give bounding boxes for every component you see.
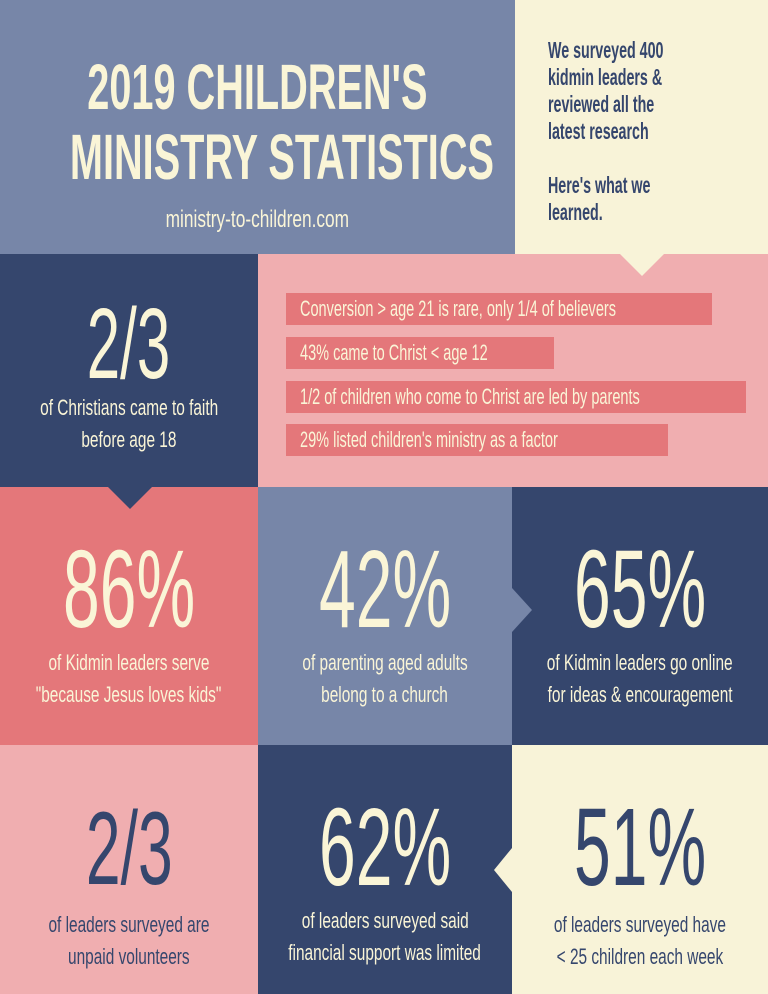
pointer-arrow — [512, 588, 532, 632]
stat-caption: of parenting aged adults — [302, 650, 468, 675]
pointer-arrow — [620, 254, 664, 276]
stat-caption: of leaders surveyed have — [553, 912, 727, 937]
stat-value: 86% — [62, 528, 196, 651]
stat-caption: unpaid volunteers — [68, 944, 190, 969]
fact-item: 29% listed children's ministry as a fact… — [286, 424, 668, 456]
stat-caption: belong to a church — [321, 682, 449, 707]
title-line-1: 2019 CHILDREN'S — [87, 51, 428, 123]
pointer-arrow — [108, 487, 152, 509]
fact-item: Conversion > age 21 is rare, only 1/4 of… — [286, 293, 712, 325]
stat-value: 51% — [573, 786, 707, 909]
stat-panel-62: 62% of leaders surveyed said financial su… — [258, 745, 512, 994]
stat-panel-51: 51% of leaders surveyed have < 25 childre… — [512, 745, 768, 994]
title-panel: 2019 CHILDREN'S MINISTRY STATISTICS mini… — [0, 0, 515, 254]
stat-caption: of Kidmin leaders go online — [547, 650, 733, 675]
fact-item: 1/2 of children who come to Christ are l… — [286, 381, 746, 413]
pointer-arrow — [494, 848, 512, 892]
stat-caption: financial support was limited — [288, 940, 482, 965]
intro-line: reviewed all the — [548, 91, 655, 117]
stat-value: 42% — [318, 528, 452, 651]
stat-caption: for ideas & encouragement — [547, 682, 733, 707]
stat-caption: of Kidmin leaders serve — [48, 650, 210, 675]
intro-panel: We surveyed 400 kidmin leaders & reviewe… — [515, 0, 768, 254]
stat-value: 2/3 — [85, 791, 173, 907]
stat-panel-65: 65% of Kidmin leaders go online for ideas… — [512, 487, 768, 745]
fact-item: 43% came to Christ < age 12 — [286, 337, 554, 369]
stat-caption: of Christians came to faith — [39, 395, 219, 420]
intro-line: latest research — [548, 118, 649, 144]
faith-stat-panel: 2/3 of Christians came to faith before ag… — [0, 254, 258, 487]
website-link[interactable]: ministry-to-children.com — [165, 206, 350, 233]
intro-line: We surveyed 400 — [548, 37, 664, 63]
intro-line: learned. — [548, 199, 603, 225]
stat-value: 2/3 — [87, 288, 171, 400]
intro-line: kidmin leaders & — [548, 64, 663, 90]
intro-line: Here's what we — [548, 172, 651, 198]
stat-caption: "because Jesus loves kids" — [36, 682, 222, 707]
stat-caption: < 25 children each week — [556, 944, 724, 969]
stat-panel-86: 86% of Kidmin leaders serve "because Jesu… — [0, 487, 258, 745]
stat-value: 62% — [318, 786, 452, 909]
stat-value: 65% — [573, 528, 707, 651]
stat-panel-volunteers: 2/3 of leaders surveyed are unpaid volunt… — [0, 745, 258, 994]
stat-caption: of leaders surveyed are — [48, 912, 210, 937]
title-line-2: MINISTRY STATISTICS — [69, 121, 494, 193]
stat-panel-42: 42% of parenting aged adults belong to a … — [258, 487, 512, 745]
stat-caption: before age 18 — [81, 427, 177, 452]
stat-caption: of leaders surveyed said — [301, 908, 469, 933]
